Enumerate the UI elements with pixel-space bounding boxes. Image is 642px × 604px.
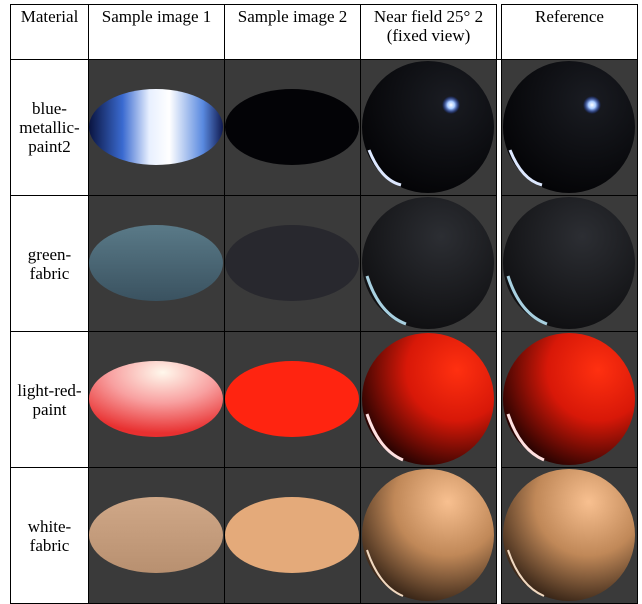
material-cell: blue-metallic-paint2 — [10, 59, 89, 196]
sphere-render — [362, 469, 494, 601]
material-cell: light-red-paint — [10, 331, 89, 468]
material-cell: green-fabric — [10, 195, 89, 332]
image-cell — [360, 59, 497, 196]
image-cell — [360, 467, 497, 604]
image-cell — [224, 195, 361, 332]
header-cell: Sample image 2 — [224, 4, 361, 60]
image-cell — [88, 195, 225, 332]
sample-image — [225, 497, 359, 573]
sample-image — [89, 225, 223, 301]
row: white-fabric — [10, 467, 638, 604]
sample-image — [225, 361, 359, 437]
header-cell: Reference — [501, 4, 638, 60]
image-cell — [224, 59, 361, 196]
sphere-render — [362, 61, 494, 193]
header-cell: Sample image 1 — [88, 4, 225, 60]
sphere-render — [503, 197, 635, 329]
sample-image — [89, 497, 223, 573]
sample-image — [89, 361, 223, 437]
image-cell — [224, 331, 361, 468]
sample-image — [89, 89, 223, 165]
material-cell: white-fabric — [10, 467, 89, 604]
header-cell: Material — [10, 4, 89, 60]
header-row: Material Sample image 1 Sample image 2 N… — [10, 4, 638, 60]
row: green-fabric — [10, 195, 638, 332]
image-cell — [88, 59, 225, 196]
sample-image — [225, 89, 359, 165]
image-cell — [501, 331, 638, 468]
material-name: white-fabric — [27, 516, 72, 555]
image-cell — [360, 331, 497, 468]
material-name: green-fabric — [27, 244, 72, 283]
image-cell — [501, 467, 638, 604]
image-cell — [88, 331, 225, 468]
sphere-render — [503, 333, 635, 465]
sphere-render — [362, 197, 494, 329]
image-cell — [501, 59, 638, 196]
sample-image — [225, 225, 359, 301]
header-cell: Near field 25° 2 (fixed view) — [360, 4, 497, 60]
material-name: light-red-paint — [17, 380, 82, 419]
figure-table: Material Sample image 1 Sample image 2 N… — [10, 4, 638, 604]
image-cell — [224, 467, 361, 604]
row: blue-metallic-paint2 — [10, 59, 638, 196]
image-cell — [501, 195, 638, 332]
material-name: blue-metallic-paint2 — [19, 99, 80, 156]
image-cell — [88, 467, 225, 604]
sphere-render — [503, 469, 635, 601]
sphere-render — [503, 61, 635, 193]
sphere-render — [362, 333, 494, 465]
image-cell — [360, 195, 497, 332]
row: light-red-paint — [10, 331, 638, 468]
